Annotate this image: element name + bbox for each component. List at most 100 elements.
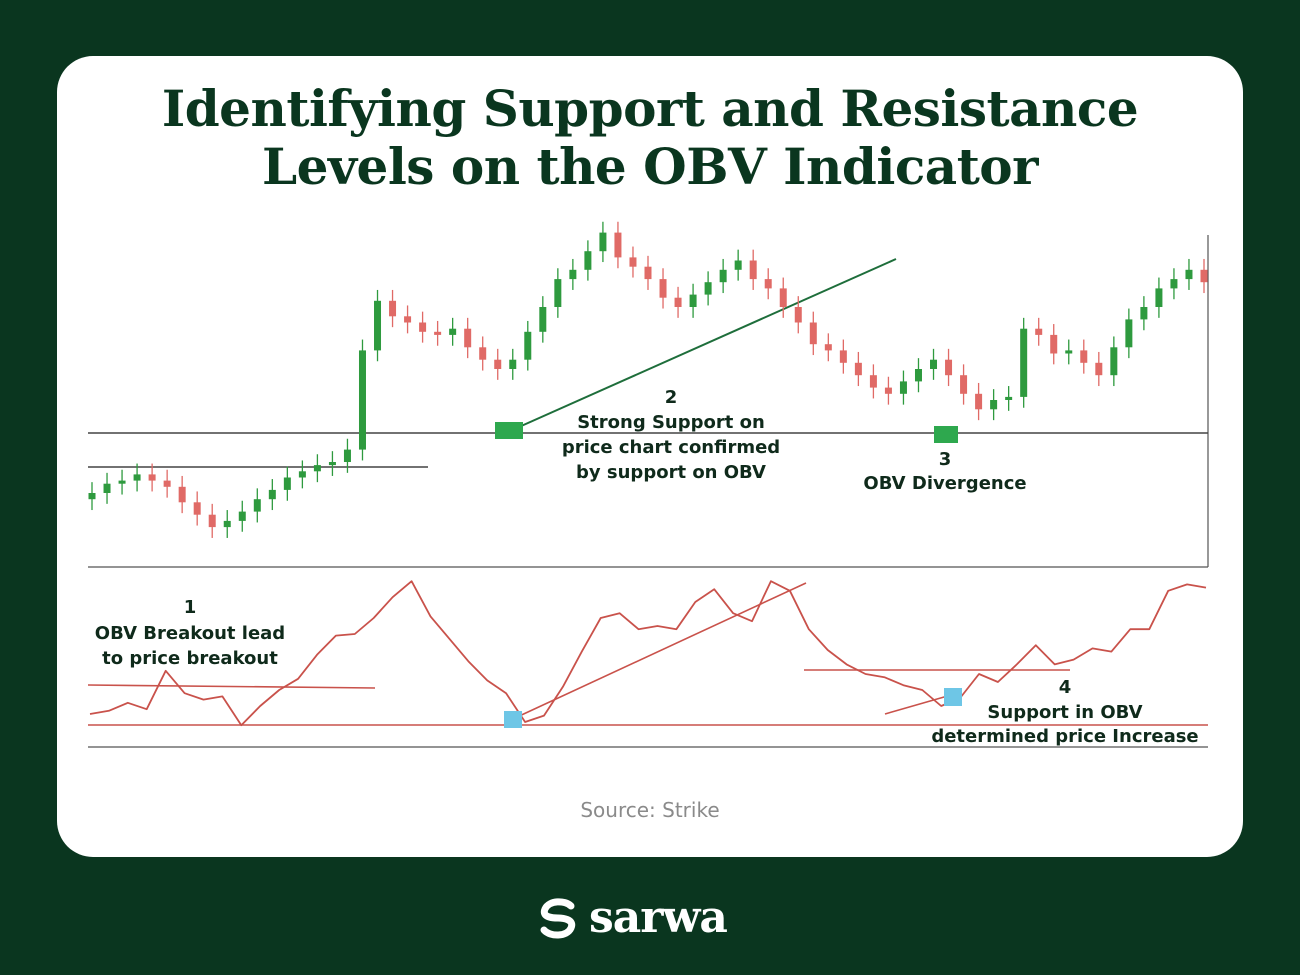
candle: [674, 297, 682, 307]
obv-panel: [87, 580, 1208, 748]
annotation-4-line-1: Support in OBV: [987, 702, 1142, 723]
annotation-2: 2 Strong Support on price chart confirme…: [562, 387, 780, 483]
candle: [629, 257, 637, 267]
candle: [1065, 350, 1073, 354]
candle: [1035, 328, 1043, 335]
candle: [1170, 279, 1178, 289]
candle: [343, 449, 351, 462]
annotation-4-line-2: determined price Increase: [931, 726, 1198, 747]
annotation-1-line-1: OBV Breakout lead: [95, 623, 285, 644]
candle: [749, 260, 757, 280]
candle: [1080, 350, 1088, 363]
price-trendline: [509, 258, 897, 432]
annotation-4-number: 4: [1059, 677, 1072, 698]
candle: [88, 493, 96, 500]
content-card: [57, 56, 1243, 857]
candle: [809, 322, 817, 345]
candle: [824, 344, 832, 351]
candle: [419, 322, 427, 332]
annotation-1-line-2: to price breakout: [102, 648, 278, 669]
candle: [644, 266, 652, 280]
candle: [1020, 328, 1028, 397]
candle: [945, 359, 953, 376]
annotation-3-line-1: OBV Divergence: [863, 473, 1026, 494]
annotation-4: 4 Support in OBV determined price Increa…: [931, 677, 1198, 747]
support-marker-2: [495, 422, 523, 439]
candle: [1200, 269, 1208, 283]
candle: [524, 331, 532, 360]
candle: [238, 511, 246, 521]
candle: [975, 393, 983, 410]
candle: [283, 477, 291, 490]
obv-marker-2: [944, 688, 962, 706]
candle: [599, 232, 607, 252]
candle: [1110, 347, 1118, 376]
title-line-1: Identifying Support and Resistance: [161, 79, 1139, 138]
candle: [509, 359, 517, 369]
annotation-1: 1 OBV Breakout lead to price breakout: [95, 597, 285, 669]
candle: [1185, 269, 1193, 280]
candle: [374, 300, 382, 351]
candle: [839, 350, 847, 363]
candle: [689, 294, 697, 307]
candle: [914, 369, 922, 382]
candle: [854, 362, 862, 376]
annotation-2-line-3: by support on OBV: [576, 462, 766, 483]
candle: [1155, 288, 1163, 307]
candle: [1140, 307, 1148, 320]
candle: [614, 232, 622, 258]
obv-breakout-line: [87, 684, 376, 689]
candle: [118, 480, 126, 484]
candle: [704, 282, 712, 295]
candle: [103, 483, 111, 493]
candle: [584, 251, 592, 270]
candle: [779, 288, 787, 307]
candle: [404, 316, 412, 323]
obv-series-line: [89, 580, 1207, 727]
sarwa-logo-icon: [540, 898, 576, 939]
candle: [193, 502, 201, 515]
candle: [930, 359, 938, 369]
candle: [178, 486, 186, 503]
annotation-2-line-1: Strong Support on: [577, 412, 765, 433]
candle: [494, 359, 502, 369]
candle: [358, 350, 366, 450]
candle: [884, 387, 892, 394]
obv-marker-1: [504, 711, 522, 728]
brand-wordmark: sarwa: [589, 892, 728, 943]
candle: [268, 489, 276, 500]
annotation-3: 3 OBV Divergence: [863, 449, 1026, 494]
candle: [253, 499, 261, 512]
source-caption: Source: Strike: [580, 798, 720, 822]
candle: [328, 462, 336, 466]
candle: [569, 269, 577, 280]
candle: [1005, 396, 1013, 400]
obv-trendline: [514, 582, 807, 719]
candle: [464, 328, 472, 348]
price-panel: [88, 221, 1209, 568]
candle: [1095, 362, 1103, 376]
brand-logo: sarwa: [537, 890, 728, 946]
candle: [479, 347, 487, 360]
title-line-2: Levels on the OBV Indicator: [261, 137, 1039, 196]
candle: [1050, 334, 1058, 354]
candle: [764, 279, 772, 289]
annotation-2-number: 2: [665, 387, 678, 408]
page-title: Identifying Support and Resistance Level…: [0, 80, 1300, 196]
candle: [554, 279, 562, 307]
candle: [434, 331, 442, 335]
annotation-1-number: 1: [184, 597, 197, 618]
candle: [990, 400, 998, 410]
annotation-2-line-2: price chart confirmed: [562, 437, 780, 458]
candle: [1125, 319, 1133, 348]
candle: [539, 307, 547, 332]
annotation-3-number: 3: [939, 449, 952, 470]
candle: [719, 269, 727, 283]
candle: [208, 514, 216, 528]
candle: [223, 520, 231, 528]
candle: [163, 480, 171, 487]
candle: [794, 307, 802, 323]
candle: [389, 300, 397, 317]
candle: [869, 375, 877, 388]
